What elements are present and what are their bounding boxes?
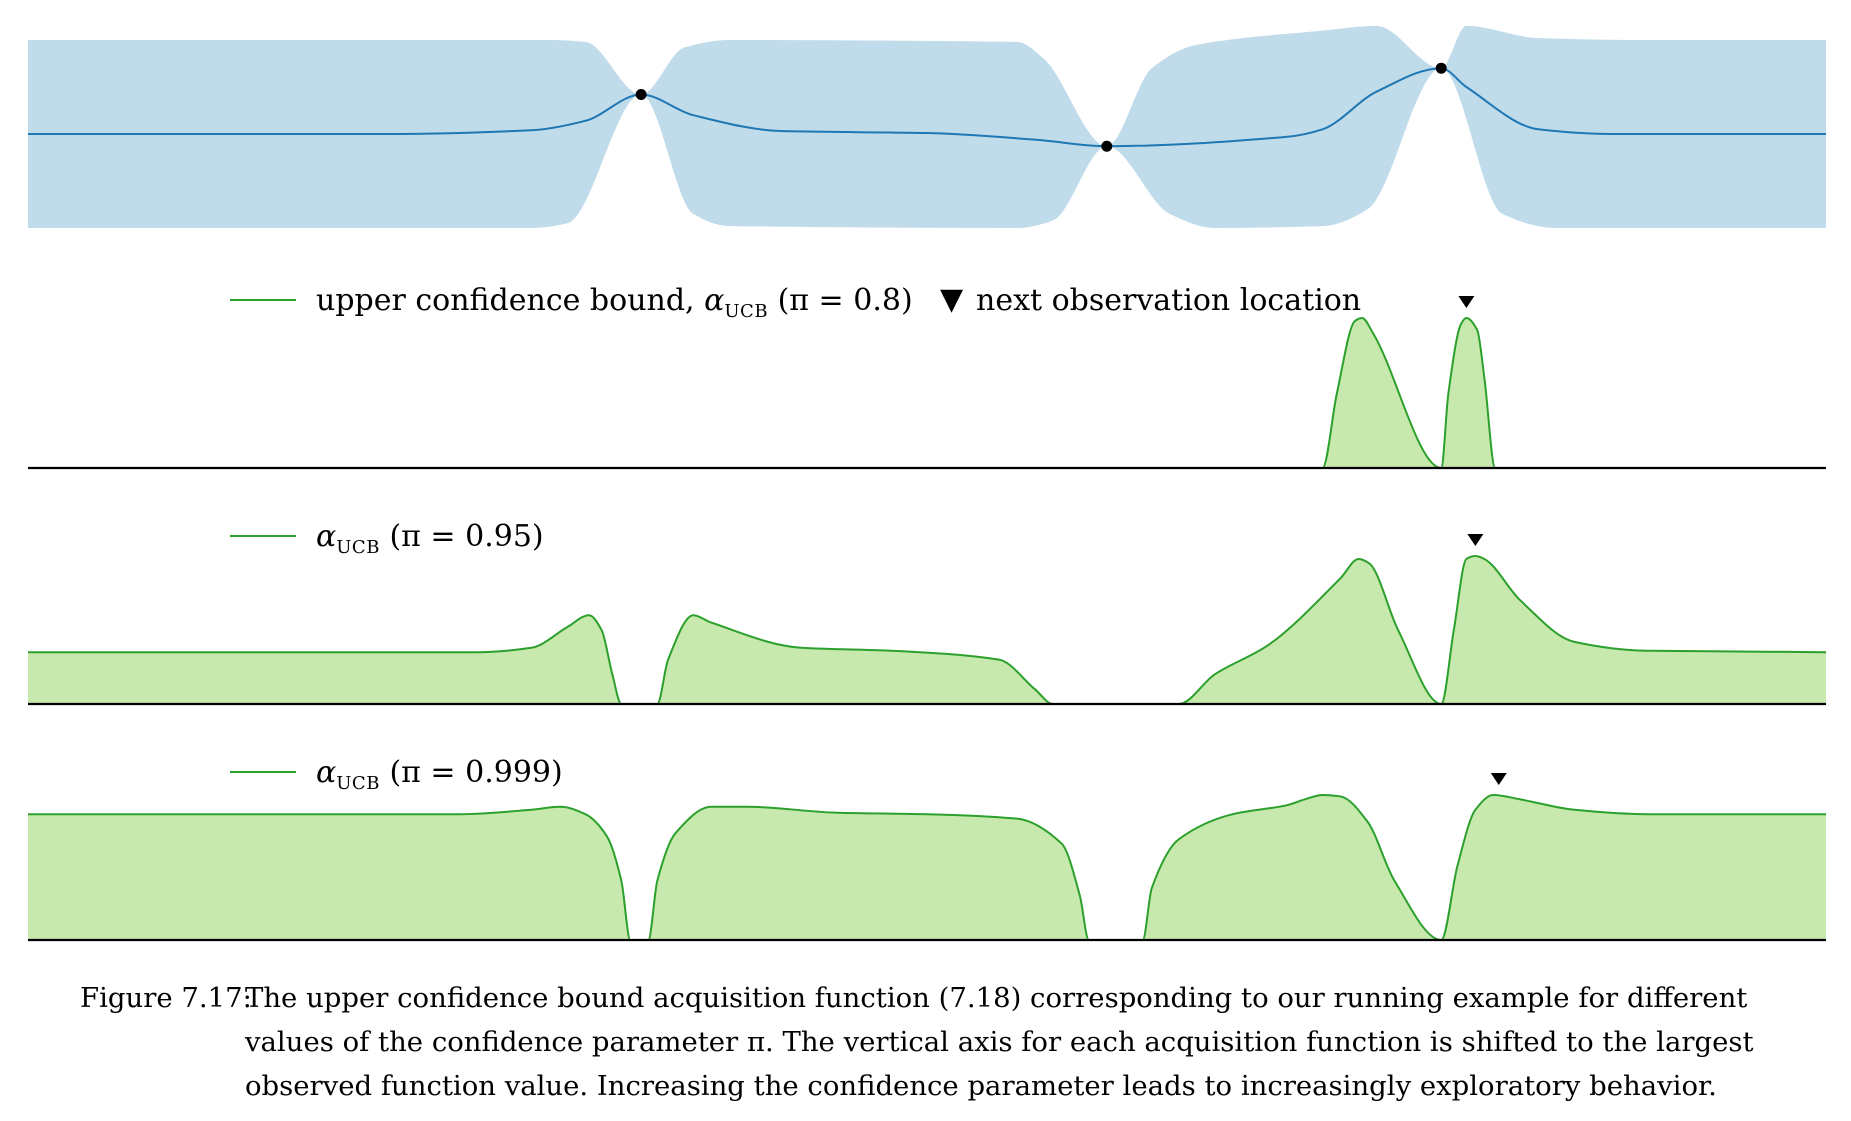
caption-line-1: The upper confidence bound acquisition f… [245,982,1748,1014]
caption-line-2: values of the confidence parameter π. Th… [245,1026,1754,1058]
legend-math-symbol: α [704,283,724,318]
ucb-panel-pi-0.999: αUCB (π = 0.999) [28,755,1826,942]
caption-label: Figure 7.17: [80,982,252,1014]
acquisition-fill [28,794,1826,940]
legend-math-sub: UCB [336,537,380,558]
acquisition-fill [28,556,1826,704]
figure-canvas: upper confidence bound, αUCB (π = 0.8) ▼ n… [28,25,1827,942]
caption-line-3: observed function value. Increasing the … [245,1070,1717,1102]
legend-math-sub: UCB [336,773,380,794]
ucb-panel-pi-0.95: αUCB (π = 0.95) [28,519,1827,706]
legend: upper confidence bound, αUCB (π = 0.8) ▼ n… [230,282,1361,322]
legend-label: upper confidence bound, αUCB (π = 0.8) [316,283,913,322]
legend-label: αUCB (π = 0.95) [316,519,544,558]
observation-point-1 [635,89,647,101]
legend-label-text: upper confidence bound, [316,283,704,318]
posterior-mean-line [28,67,1826,148]
acquisition-curve [28,793,1826,942]
observation-point-3 [1435,62,1447,74]
legend-marker-label: next observation location [976,283,1361,318]
legend-math-tail: (π = 0.95) [380,519,544,554]
next-observation-marker [1490,772,1507,785]
gp-posterior-panel [28,25,1826,229]
legend-math-tail: (π = 0.999) [380,755,563,790]
legend: αUCB (π = 0.999) [230,755,563,794]
legend-math-symbol: α [316,519,336,554]
legend-label: αUCB (π = 0.999) [316,755,563,794]
next-observation-marker [1458,296,1475,308]
ucb-panel-pi-0.8: upper confidence bound, αUCB (π = 0.8) ▼ n… [28,282,1826,470]
legend-math-symbol: α [316,755,336,790]
acquisition-curve [28,316,1826,470]
legend-marker-glyph: ▼ [940,282,963,317]
legend: αUCB (π = 0.95) [230,519,544,558]
legend-math-tail: (π = 0.8) [768,283,913,318]
legend-math-sub: UCB [724,301,768,322]
next-observation-marker [1467,534,1484,546]
credible-interval-band [28,25,1826,229]
acquisition-fill [28,318,1826,468]
observation-point-2 [1101,140,1113,152]
